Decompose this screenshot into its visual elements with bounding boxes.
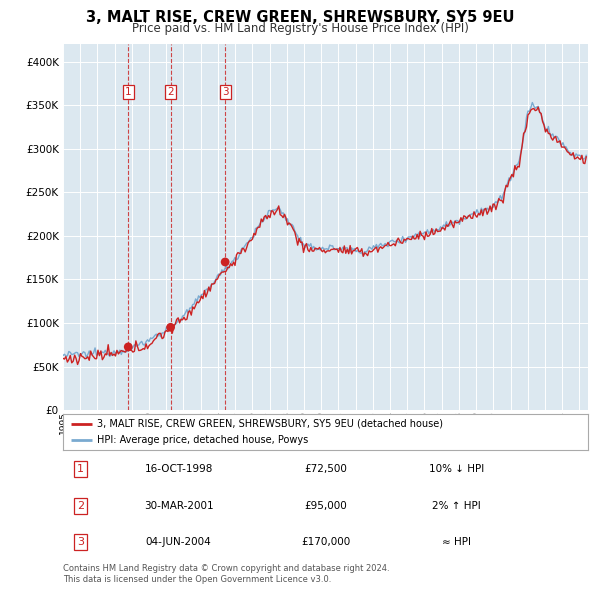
Text: 1: 1 bbox=[125, 87, 131, 97]
Text: HPI: Average price, detached house, Powys: HPI: Average price, detached house, Powy… bbox=[97, 435, 308, 445]
Text: This data is licensed under the Open Government Licence v3.0.: This data is licensed under the Open Gov… bbox=[63, 575, 331, 584]
Point bbox=[124, 342, 133, 352]
Point bbox=[220, 257, 230, 267]
Text: 3, MALT RISE, CREW GREEN, SHREWSBURY, SY5 9EU (detached house): 3, MALT RISE, CREW GREEN, SHREWSBURY, SY… bbox=[97, 419, 443, 429]
Text: 2: 2 bbox=[167, 87, 174, 97]
Text: Contains HM Land Registry data © Crown copyright and database right 2024.: Contains HM Land Registry data © Crown c… bbox=[63, 565, 389, 573]
Text: 30-MAR-2001: 30-MAR-2001 bbox=[143, 501, 214, 510]
Text: 1: 1 bbox=[77, 464, 84, 474]
Text: ≈ HPI: ≈ HPI bbox=[442, 537, 471, 547]
Text: 3: 3 bbox=[222, 87, 229, 97]
Text: 3: 3 bbox=[77, 537, 84, 547]
Text: £95,000: £95,000 bbox=[304, 501, 347, 510]
Point bbox=[166, 323, 175, 332]
Text: 3, MALT RISE, CREW GREEN, SHREWSBURY, SY5 9EU: 3, MALT RISE, CREW GREEN, SHREWSBURY, SY… bbox=[86, 10, 514, 25]
Text: 04-JUN-2004: 04-JUN-2004 bbox=[146, 537, 211, 547]
Text: £72,500: £72,500 bbox=[304, 464, 347, 474]
Text: 2% ↑ HPI: 2% ↑ HPI bbox=[433, 501, 481, 510]
Text: 10% ↓ HPI: 10% ↓ HPI bbox=[429, 464, 484, 474]
Text: 2: 2 bbox=[77, 501, 84, 510]
Text: Price paid vs. HM Land Registry's House Price Index (HPI): Price paid vs. HM Land Registry's House … bbox=[131, 22, 469, 35]
Text: £170,000: £170,000 bbox=[301, 537, 350, 547]
Text: 16-OCT-1998: 16-OCT-1998 bbox=[145, 464, 212, 474]
